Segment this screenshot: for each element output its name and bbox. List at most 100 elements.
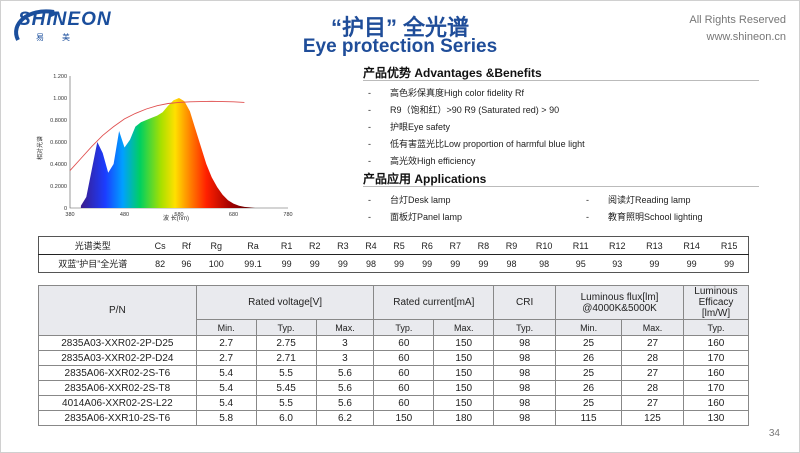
x-tick-label: 380 (65, 212, 74, 218)
subheader-cell: Min. (555, 319, 623, 336)
website-text: www.shineon.cn (706, 31, 787, 43)
x-tick-label: 780 (283, 212, 292, 218)
applications-divider (363, 186, 759, 187)
y-tick-label: 1.000 (53, 96, 67, 102)
page-title-en: Eye protection Series (302, 36, 498, 57)
applications-heading: 产品应用 Applications (363, 172, 487, 186)
table-cell: 2.71 (255, 350, 317, 366)
table-row: 2835A03-XXR02-2P-D24 2.7 2.71 3 60 150 98 26 28 1… (38, 350, 750, 366)
table-cell: 25 (555, 395, 623, 411)
table-cell: 5.6 (315, 395, 375, 411)
table-cell: 160 (682, 395, 750, 411)
subheader-cell: Max. (315, 319, 375, 336)
subheader-cell: Typ. (373, 319, 435, 336)
table-cell: 5.4 (195, 395, 257, 411)
table-cell: 5.4 (195, 380, 257, 396)
table-cell: 100 (199, 254, 234, 273)
list-item: 护眼Eye safety (368, 119, 585, 136)
list-item: R9（饱和红）>90 R9 (Saturated red) > 90 (368, 102, 585, 119)
table-cell: 60 (373, 380, 435, 396)
table-cell: 99.1 (233, 254, 273, 273)
table-row: 2835A06-XXR02-2S-T6 5.4 5.5 5.6 60 150 98 25 27 1… (38, 365, 750, 381)
header-cell: R11 (562, 236, 599, 255)
table-cell: 98 (356, 254, 385, 273)
table-cell: 2.7 (195, 350, 257, 366)
table-header-row: 光谱类型 Cs Rf Rg Ra R1 R2 R3 R4 R5 R6 R7 R8 R9 R10 R11 R12 R… (38, 236, 750, 255)
list-item: 台灯Desk lamp (368, 192, 586, 209)
header-cell: R3 (328, 236, 357, 255)
table-cell: 5.45 (255, 380, 317, 396)
table-cell: 150 (433, 395, 495, 411)
table-cell: 27 (621, 395, 684, 411)
header-cell: R15 (710, 236, 750, 255)
table-cell: 150 (433, 350, 495, 366)
header-cell: R7 (441, 236, 470, 255)
benefits-list: 高色彩保真度High color fidelity Rf R9（饱和红）>90 … (368, 85, 585, 170)
col-cri: CRI (493, 285, 557, 320)
page-number: 34 (768, 428, 780, 439)
logo-subtext: 易美 (36, 33, 88, 42)
table-cell: 150 (433, 380, 495, 396)
spectrum-chart: 0 0.2000 0.4000 0.6000 0.8000 1.000 1.200 380 48… (36, 74, 293, 222)
spec-table: P/N Rated voltage[V] Rated current[mA] C… (38, 285, 750, 426)
page-title-cn: “护目” 全光谱 (330, 15, 470, 40)
shineon-logo (14, 9, 60, 41)
table-cell: 98 (493, 380, 557, 396)
table-cell: 99 (272, 254, 301, 273)
table-cell: 180 (433, 410, 495, 426)
table-cell: 5.5 (255, 395, 317, 411)
benefits-heading: 产品优势 Advantages &Benefits (363, 66, 542, 80)
list-item: 面板灯Panel lamp (368, 209, 586, 226)
table-cell: 2.75 (255, 335, 317, 351)
y-tick-label: 0.4000 (50, 162, 67, 168)
table-cell: 98 (493, 335, 557, 351)
table-cell: 99 (441, 254, 470, 273)
reference-curve (69, 100, 245, 171)
table-cell: 60 (373, 335, 435, 351)
subheader-cell: Typ. (682, 319, 750, 336)
y-tick-label: 0.6000 (50, 140, 67, 146)
chart-xlabel: 波 长(nm) (163, 214, 189, 222)
y-tick-label: 1.200 (53, 74, 67, 80)
table-cell: 98 (525, 254, 563, 273)
table-row: 4014A06-XXR02-2S-L22 5.4 5.5 5.6 60 150 98 25 27… (38, 395, 750, 411)
subheader-cell: Max. (621, 319, 684, 336)
x-tick-label: 580 (174, 212, 183, 218)
table-cell: 93 (598, 254, 636, 273)
spectrum-area (80, 98, 256, 208)
table-cell: 5.8 (195, 410, 257, 426)
table-cell: 2.7 (195, 335, 257, 351)
table-header-row: P/N Rated voltage[V] Rated current[mA] C… (38, 285, 750, 336)
table-cell: 170 (682, 380, 750, 396)
benefits-divider (363, 80, 759, 81)
table-cell: 99 (385, 254, 414, 273)
table-cell: 99 (710, 254, 750, 273)
table-cell: 95 (562, 254, 599, 273)
col-efficacy: Luminous Efficacy [lm/W] (682, 285, 750, 320)
header-cell: R4 (356, 236, 385, 255)
table-cell: 28 (621, 380, 684, 396)
color-rendering-table: 光谱类型 Cs Rf Rg Ra R1 R2 R3 R4 R5 R6 R7 R8 R9 R10 R11 R12 R… (38, 236, 750, 273)
y-tick-label: 0 (64, 206, 67, 212)
header-cell: R1 (272, 236, 301, 255)
header-cell: R13 (635, 236, 674, 255)
header-cell: 光谱类型 (38, 236, 147, 255)
table-cell: 125 (621, 410, 684, 426)
part-number-cell: 2835A03-XXR02-2P-D24 (38, 350, 197, 366)
table-cell: 98 (493, 365, 557, 381)
subheader-cell: Typ. (493, 319, 557, 336)
table-cell: 28 (621, 350, 684, 366)
subheader-cell: Min. (195, 319, 257, 336)
header-cell: Ra (233, 236, 273, 255)
table-cell: 160 (682, 335, 750, 351)
table-cell: 115 (555, 410, 623, 426)
table-cell: 98 (493, 410, 557, 426)
header-cell: R5 (385, 236, 414, 255)
applications-list: 台灯Desk lamp 阅读灯Reading lamp 面板灯Panel lam… (368, 192, 748, 226)
table-cell: 6.2 (315, 410, 375, 426)
list-item: 阅读灯Reading lamp (586, 192, 746, 209)
rights-text: All Rights Reserved (689, 14, 786, 26)
table-cell: 25 (555, 365, 623, 381)
table-cell: 96 (173, 254, 200, 273)
header-cell: R12 (598, 236, 636, 255)
